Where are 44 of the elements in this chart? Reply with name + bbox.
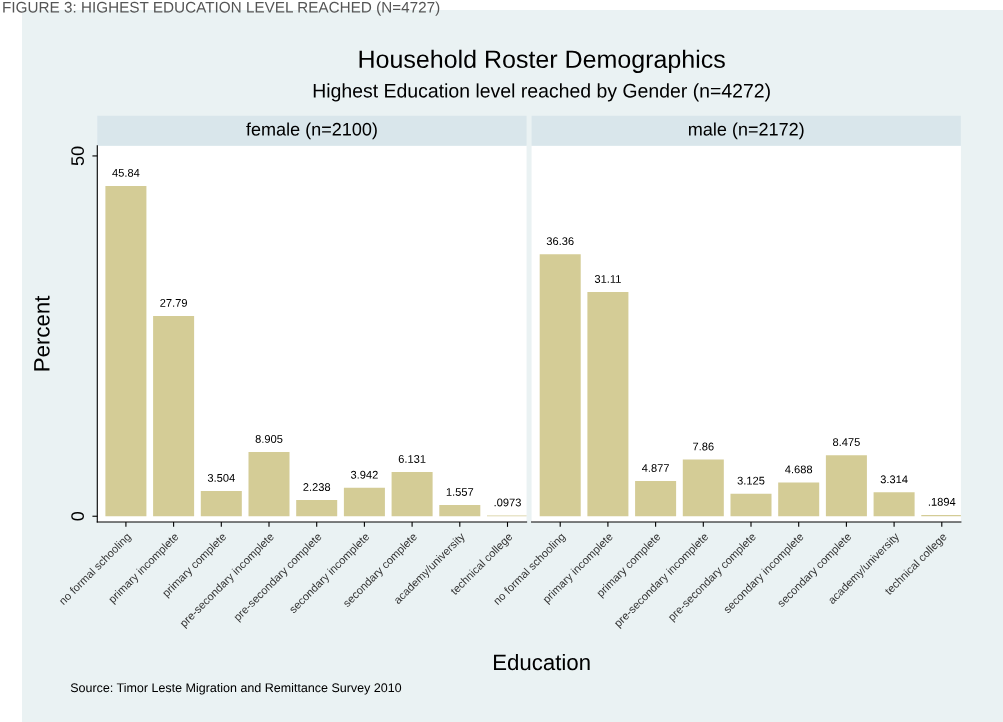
data-label: 45.84: [112, 168, 140, 177]
y-tick-label: 50: [71, 146, 84, 166]
x-axis-title: Education: [494, 653, 590, 671]
data-label: 3.314: [880, 475, 908, 484]
bar: [439, 505, 481, 517]
data-label: 4.877: [641, 464, 669, 472]
data-label: 3.942: [350, 470, 378, 479]
bar: [873, 492, 915, 517]
data-label: 8.905: [255, 435, 283, 443]
bar: [343, 487, 385, 517]
data-label: 4.688: [785, 465, 813, 474]
data-label: 6.131: [398, 455, 426, 463]
data-label: 3.504: [207, 473, 235, 482]
bar: [391, 472, 433, 517]
data-label: .0973: [494, 498, 521, 507]
text: Household Roster Demographics: [359, 49, 725, 74]
bar: [200, 490, 242, 517]
y-axis-title: Percent: [34, 295, 50, 371]
bar: [730, 493, 772, 517]
bar: [105, 185, 147, 517]
bar: [248, 452, 290, 517]
text: Highest Education level reached by Gender (n=4272): [313, 83, 770, 102]
chart-title: female (n=2100): [246, 122, 377, 140]
bar: [778, 482, 820, 517]
data-label: .1894: [928, 497, 956, 506]
y-tick-label: 0: [71, 511, 84, 521]
bar: [587, 292, 629, 517]
data-label: 7.86: [693, 442, 714, 451]
bar: [682, 459, 724, 517]
caption: FIGURE 3: HIGHEST EDUCATION LEVEL REACHED (N=4727): [3, 1, 440, 16]
data-label: 36.36: [546, 237, 574, 246]
data-label: 31.11: [594, 275, 621, 283]
bar: [635, 481, 677, 517]
data-label: 1.557: [446, 488, 474, 496]
bar: [539, 254, 581, 517]
data-label: 27.79: [160, 298, 187, 307]
bar: [153, 315, 195, 517]
chart-title: male (n=2172): [688, 122, 804, 140]
data-label: 2.238: [303, 483, 331, 491]
data-label: 8.475: [832, 438, 860, 447]
bar: [296, 500, 338, 517]
data-label: 3.125: [737, 476, 765, 485]
bar: [825, 455, 867, 517]
source-note: Source: Timor Leste Migration and Remittance Survey 2010: [70, 682, 402, 695]
